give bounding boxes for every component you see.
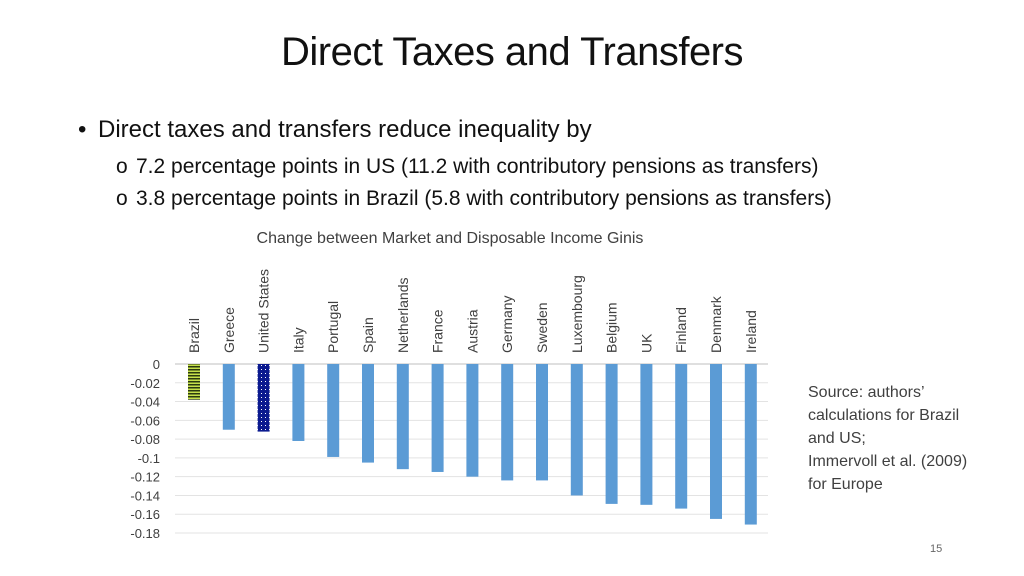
bar-denmark	[710, 364, 722, 519]
bullet-dot-icon: •	[78, 116, 87, 143]
bar-united-states	[257, 364, 270, 432]
sub-bullet-text: 7.2 percentage points in US (11.2 with c…	[136, 155, 819, 178]
source-line: and US;	[808, 430, 866, 447]
slide-title: Direct Taxes and Transfers	[280, 30, 744, 74]
category-label: Sweden	[534, 302, 550, 353]
category-label: Netherlands	[395, 278, 411, 354]
category-label: UK	[638, 333, 654, 353]
bar-finland	[675, 364, 688, 509]
category-label: Finland	[673, 307, 689, 353]
page-number: 15	[930, 543, 943, 555]
category-label: Austria	[464, 309, 480, 353]
y-tick-label: -0.14	[130, 488, 160, 503]
bar-greece	[222, 364, 235, 430]
category-label: Ireland	[743, 310, 759, 353]
y-tick-label: -0.12	[130, 470, 160, 485]
sub-bullet-marker: o	[116, 155, 128, 178]
source-line: Immervoll et al. (2009)	[808, 453, 968, 470]
category-label: Germany	[499, 295, 515, 353]
source-line: calculations for Brazil	[808, 407, 960, 424]
bar-sweden	[536, 364, 548, 481]
bar-germany	[501, 364, 514, 481]
category-label: Italy	[290, 327, 306, 353]
y-tick-label: -0.1	[138, 451, 160, 466]
sub-bullet-text: 3.8 percentage points in Brazil (5.8 wit…	[136, 187, 832, 210]
category-label: United States	[256, 269, 272, 353]
y-tick-label: -0.04	[130, 395, 160, 410]
bar-italy	[292, 364, 305, 441]
chart-title: Change between Market and Disposable Inc…	[256, 230, 644, 247]
category-label: Luxembourg	[569, 275, 585, 353]
bar-netherlands	[396, 364, 409, 470]
bar-spain	[362, 364, 374, 463]
y-tick-label: -0.18	[130, 526, 160, 541]
bar-ireland	[744, 364, 757, 525]
main-bullet-text: Direct taxes and transfers reduce inequa…	[98, 116, 592, 143]
category-label: Denmark	[708, 295, 724, 353]
bar-brazil	[188, 364, 200, 400]
bar-austria	[466, 364, 479, 477]
y-tick-label: -0.02	[130, 376, 160, 391]
category-label: Belgium	[604, 302, 620, 353]
y-tick-label: 0	[153, 357, 160, 372]
bar-luxembourg	[570, 364, 583, 496]
bar-france	[431, 364, 444, 472]
y-tick-label: -0.08	[130, 432, 160, 447]
sub-bullet-marker: o	[116, 187, 128, 210]
y-tick-label: -0.16	[130, 507, 160, 522]
source-note: Source: authors’ calculations for Brazil…	[808, 381, 1008, 496]
bar-uk	[640, 364, 653, 505]
y-tick-label: -0.06	[130, 413, 160, 428]
source-line: for Europe	[808, 476, 883, 493]
category-label: Spain	[360, 317, 376, 353]
bar-belgium	[605, 364, 618, 504]
source-line: Source: authors’	[808, 384, 925, 401]
category-label: Greece	[221, 307, 237, 353]
bar-portugal	[327, 364, 340, 457]
category-label: France	[430, 309, 446, 353]
category-label: Brazil	[186, 318, 202, 353]
category-label: Portugal	[325, 301, 341, 353]
